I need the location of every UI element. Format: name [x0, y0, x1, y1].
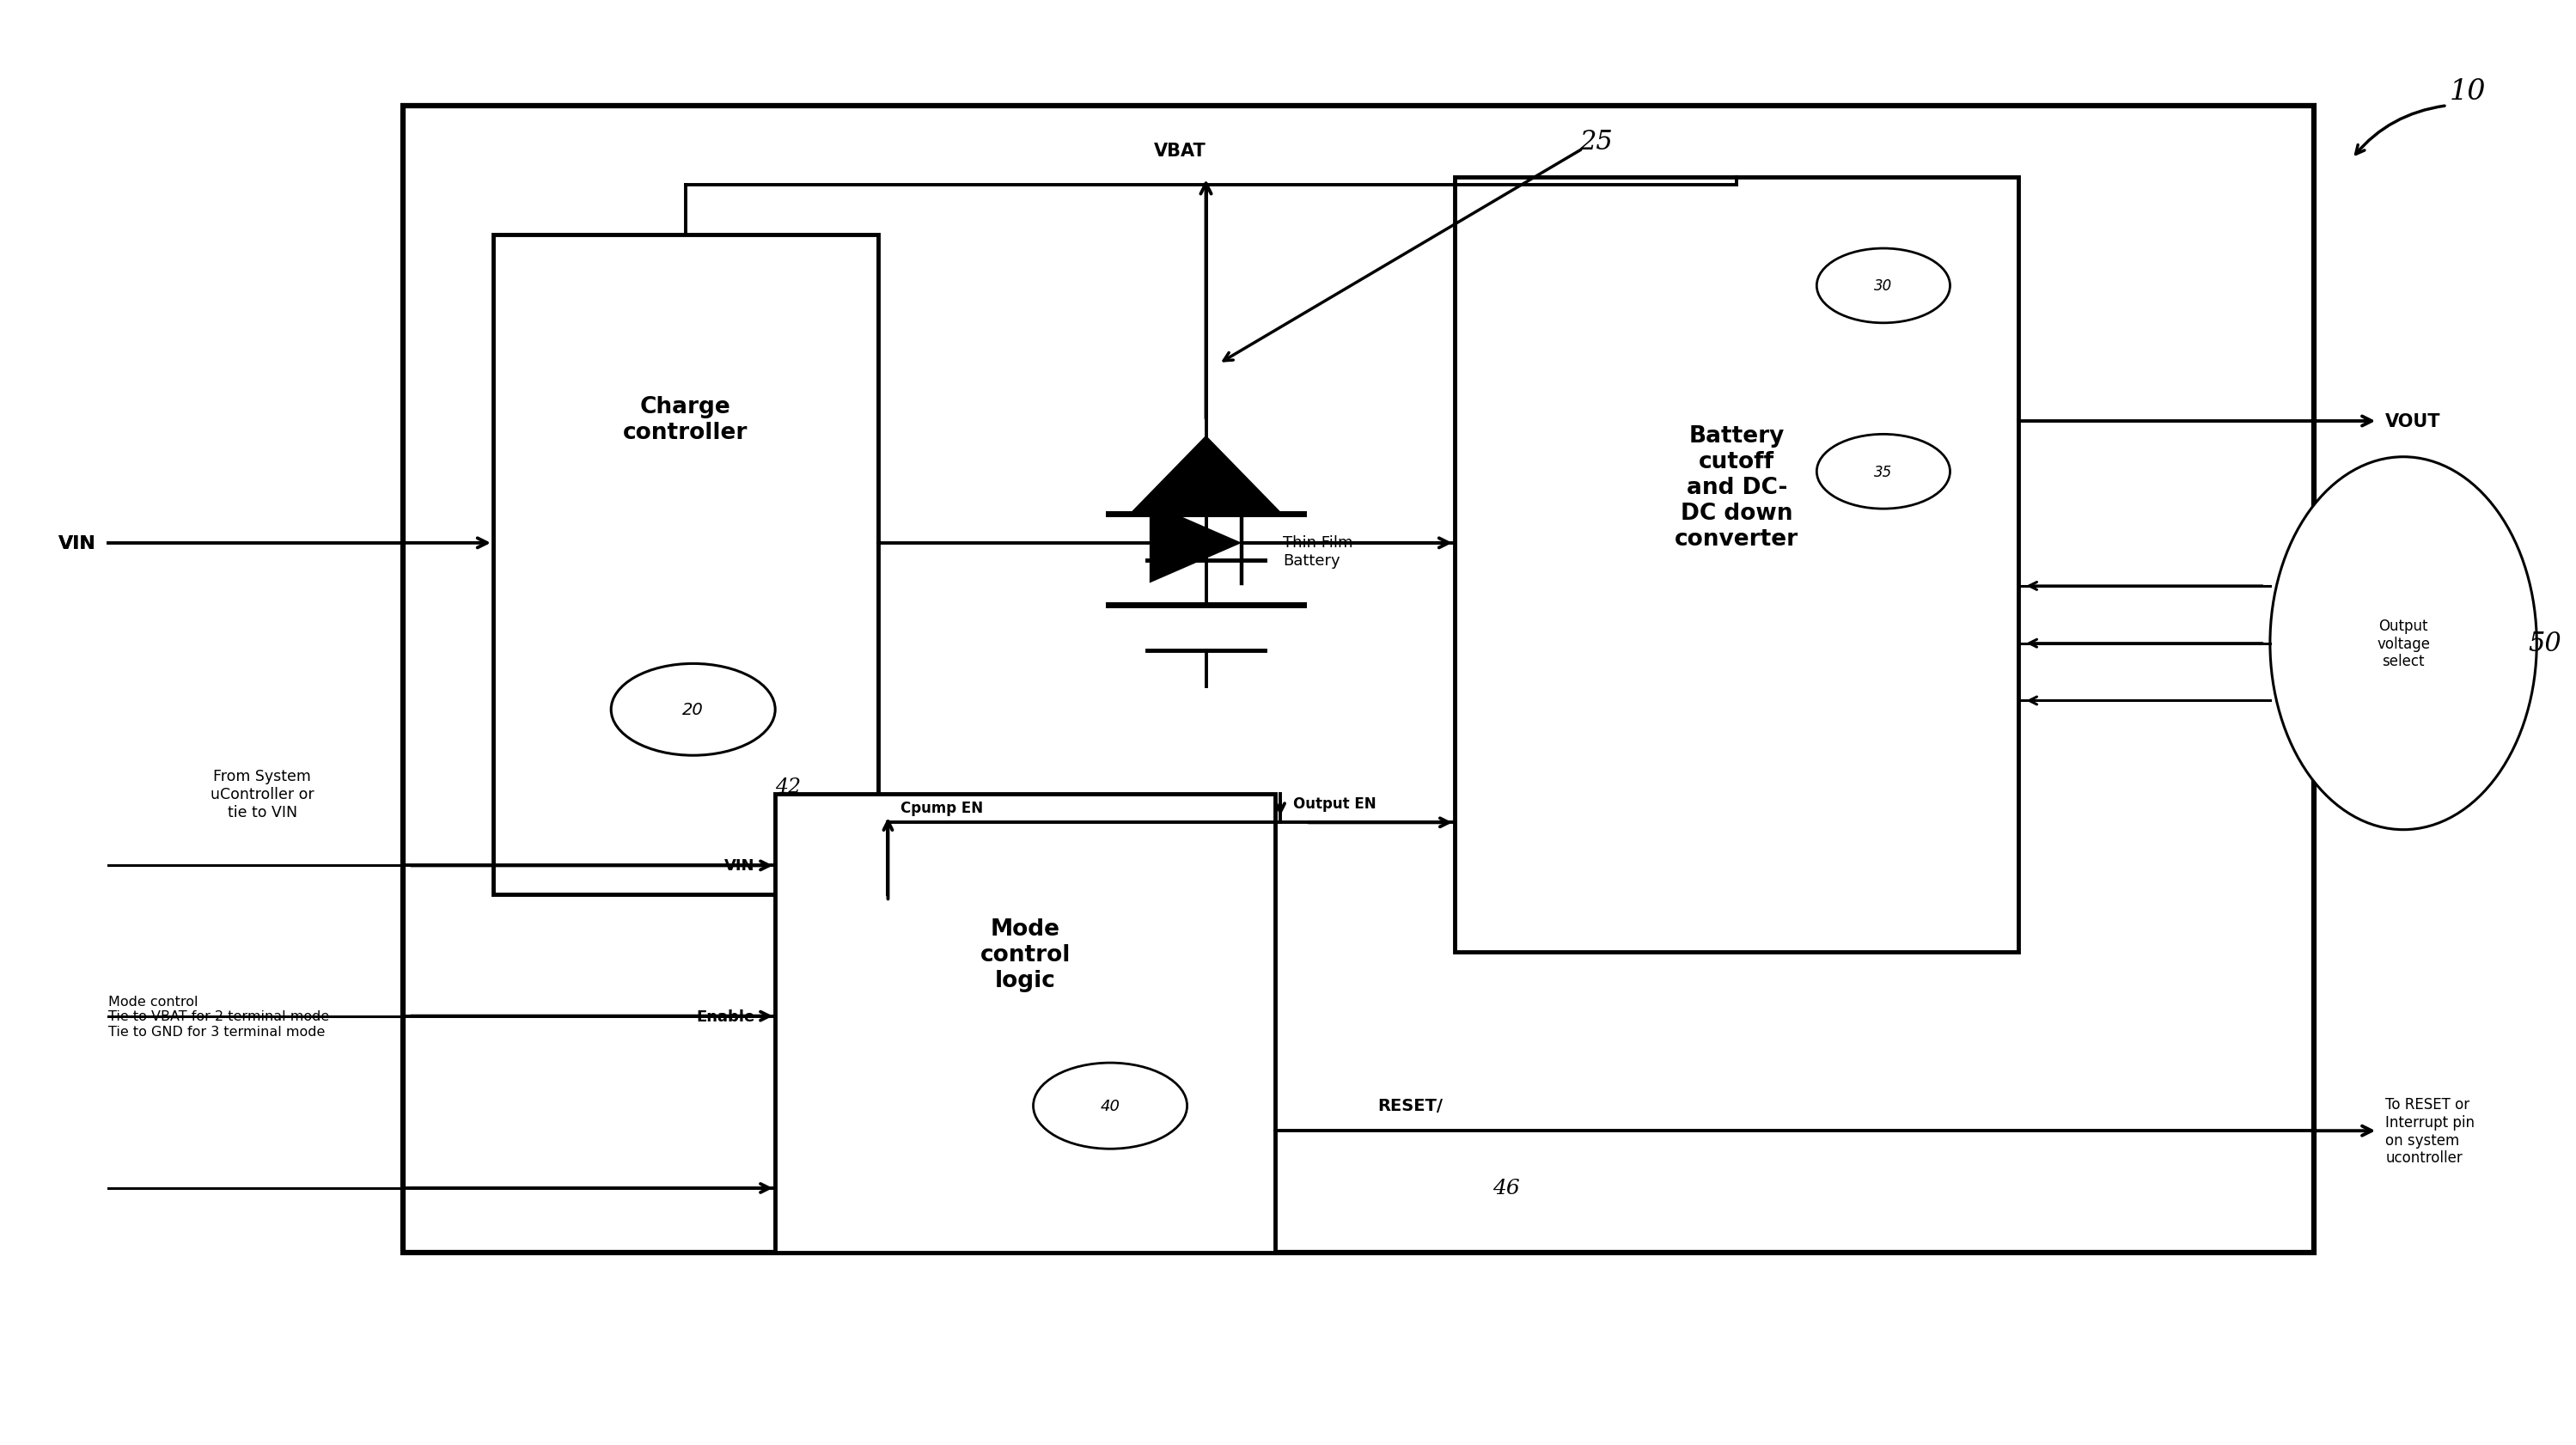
Text: VBAT: VBAT [1154, 142, 1206, 159]
Polygon shape [1128, 436, 1283, 514]
Text: Thin Film
Battery: Thin Film Battery [1283, 535, 1352, 569]
Text: 30: 30 [1875, 279, 1893, 293]
Text: Output
voltage
select: Output voltage select [2378, 618, 2429, 669]
Text: RESET/: RESET/ [1378, 1097, 1443, 1114]
Text: Charge
controller: Charge controller [623, 396, 747, 444]
Text: Mode control
Tie to VBAT for 2 terminal mode
Tie to GND for 3 terminal mode: Mode control Tie to VBAT for 2 terminal … [108, 996, 330, 1038]
Text: 20: 20 [683, 702, 703, 718]
Text: To RESET or
Interrupt pin
on system
ucontroller: To RESET or Interrupt pin on system ucon… [2385, 1097, 2476, 1166]
Text: Cpump EN: Cpump EN [902, 801, 984, 815]
Bar [404, 107, 2313, 1253]
Bar [1455, 178, 2020, 952]
Bar [775, 795, 1275, 1253]
Text: 10: 10 [2450, 78, 2486, 105]
Text: VIN: VIN [59, 535, 95, 552]
Bar [492, 236, 878, 894]
Text: VIN: VIN [59, 535, 95, 552]
Text: 46: 46 [1492, 1178, 1520, 1198]
Text: 42: 42 [775, 777, 801, 796]
Text: 40: 40 [1100, 1098, 1121, 1114]
Text: VOUT: VOUT [2385, 413, 2442, 431]
Text: Enable: Enable [696, 1009, 755, 1025]
Text: VIN: VIN [724, 858, 755, 874]
Polygon shape [1149, 503, 1242, 584]
Text: 25: 25 [1579, 129, 1613, 156]
Text: Battery
cutoff
and DC-
DC down
converter: Battery cutoff and DC- DC down converter [1674, 425, 1798, 551]
Text: From System
uController or
tie to VIN: From System uController or tie to VIN [211, 769, 314, 819]
Text: Mode
control
logic: Mode control logic [979, 918, 1072, 991]
Text: 50: 50 [2527, 630, 2561, 657]
Text: Output EN: Output EN [1293, 796, 1376, 811]
Ellipse shape [2269, 458, 2537, 829]
Text: 35: 35 [1875, 464, 1893, 480]
